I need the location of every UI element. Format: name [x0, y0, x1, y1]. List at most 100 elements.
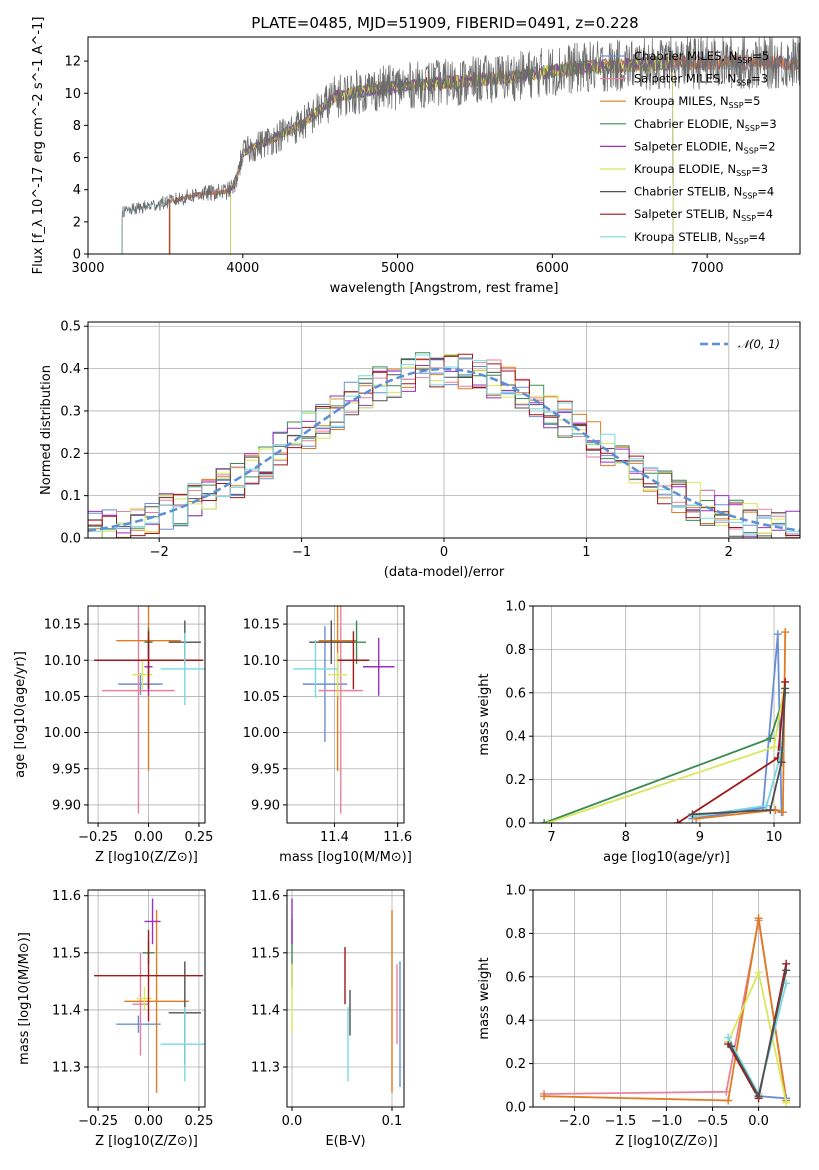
legend-entry: Kroupa STELIB, NSSP=4: [634, 230, 765, 246]
x-tick-label: 0.00: [134, 830, 163, 845]
y-tick-label: 4: [73, 183, 81, 198]
x-tick-label: 0.0: [748, 1114, 769, 1129]
mass-weight-marker: [724, 1033, 733, 1042]
mass-weight-marker: [754, 914, 763, 923]
observed-spectrum-line: [121, 37, 800, 254]
age-vs-metallicity-panel: [84, 605, 206, 827]
mass-weight-marker: [782, 966, 791, 975]
figure-title: PLATE=0485, MJD=51909, FIBERID=0491, z=0…: [251, 14, 638, 32]
legend-entry: Chabrier MILES, NSSP=5: [634, 49, 769, 65]
mass-weight-line: [547, 681, 787, 823]
y-axis-label: mass weight: [477, 673, 492, 755]
y-tick-label: 0.6: [505, 686, 526, 701]
y-tick-label: 0.2: [505, 1057, 526, 1072]
x-tick-label: 9: [696, 830, 704, 845]
mass-vs-metallicity-panel-plot-area: [88, 890, 205, 1107]
mass-weight-line: [692, 634, 783, 820]
x-tick-label: 0: [440, 545, 448, 560]
legend-entry: Kroupa MILES, NSSP=5: [634, 94, 760, 110]
y-tick-label: 0.0: [505, 1101, 526, 1116]
x-axis-label: (data-model)/error: [384, 565, 505, 580]
x-tick-label: −1.0: [651, 1114, 683, 1129]
y-tick-label: 0: [73, 248, 81, 263]
y-axis-label: mass weight: [477, 957, 492, 1039]
y-tick-label: 11.6: [52, 889, 81, 904]
x-axis-label: Z [log10(Z/Z⊙)]: [615, 1134, 718, 1149]
y-axis-label: age [log10(age/yr)]: [13, 651, 28, 778]
legend-entry: Salpeter ELODIE, NSSP=2: [634, 139, 776, 155]
mass-weight-marker: [540, 1092, 549, 1101]
x-tick-label: 0.1: [382, 1114, 403, 1129]
y-tick-label: 10.05: [44, 690, 81, 705]
y-tick-label: 0.4: [60, 362, 81, 377]
x-tick-label: 1: [582, 545, 590, 560]
y-tick-label: 0.0: [60, 532, 81, 547]
y-tick-label: 0.0: [505, 817, 526, 832]
mass-vs-metallicity-panel-frame: [87, 889, 206, 1108]
x-tick-label: 0.00: [134, 1114, 163, 1129]
normal-distribution-curve: [88, 367, 800, 532]
mass-weight-vs-age-panel-plot-area: [533, 606, 800, 823]
x-axis-label: mass [log10(M/M⊙)]: [279, 850, 412, 865]
x-tick-label: −1.5: [605, 1114, 637, 1129]
y-tick-label: 0.2: [60, 447, 81, 462]
y-tick-label: 0.6: [505, 970, 526, 985]
mass-weight-marker: [754, 1092, 763, 1101]
mass-weight-marker: [724, 1096, 733, 1105]
x-tick-label: 0.0: [282, 1114, 303, 1129]
y-tick-label: 10.15: [243, 618, 280, 633]
x-axis-label: Z [log10(Z/Z⊙)]: [95, 1134, 198, 1149]
y-tick-label: 0.4: [505, 730, 526, 745]
y-axis-label: mass [log10(M/M⊙)]: [17, 932, 32, 1065]
x-tick-label: 11.6: [383, 830, 412, 845]
x-axis-label: Z [log10(Z/Z⊙)]: [95, 850, 198, 865]
y-tick-label: 0.2: [505, 773, 526, 788]
y-axis-label: Flux [f_λ 10^-17 erg cm^-2 s^-1 A^-1]: [31, 17, 46, 275]
y-tick-label: 6: [73, 151, 81, 166]
y-axis-label: Normed distribution: [39, 365, 54, 495]
y-tick-label: 0.4: [505, 1014, 526, 1029]
mass-weight-marker: [726, 1042, 735, 1051]
y-tick-label: 10: [64, 87, 81, 102]
y-tick-label: 9.90: [52, 798, 81, 813]
age-vs-metallicity-panel-plot-area: [88, 606, 205, 823]
mass-weight-vs-metallicity-panel: [529, 889, 801, 1111]
mass-weight-line: [543, 918, 788, 1102]
y-tick-label: 9.90: [251, 798, 280, 813]
mass-weight-marker: [773, 630, 782, 639]
mass-weight-marker: [770, 743, 779, 752]
mass-vs-ebv-panel: [283, 889, 405, 1111]
mass-weight-marker: [766, 734, 775, 743]
y-tick-label: 9.95: [52, 762, 81, 777]
residual-panel: [84, 321, 801, 542]
x-axis-label: E(B-V): [325, 1134, 365, 1149]
x-tick-label: −0.25: [78, 1114, 118, 1129]
mass-vs-ebv-panel-plot-area: [287, 890, 404, 1107]
x-tick-label: 7000: [691, 261, 724, 276]
mass-weight-vs-age-panel: [529, 605, 801, 827]
x-tick-label: 11.4: [320, 830, 349, 845]
residual-panel-plot-area: [88, 322, 800, 538]
y-tick-label: 1.0: [505, 884, 526, 899]
y-tick-label: 11.4: [251, 1003, 280, 1018]
x-tick-label: 6000: [536, 261, 569, 276]
y-tick-label: 0.1: [60, 489, 81, 504]
mass-weight-marker: [754, 968, 763, 977]
mass-vs-metallicity-panel: [84, 889, 206, 1111]
mass-weight-line: [696, 631, 787, 820]
x-tick-label: 0.25: [184, 830, 213, 845]
y-tick-label: 2: [73, 215, 81, 230]
y-tick-label: 0.8: [505, 643, 526, 658]
y-tick-label: 11.6: [251, 889, 280, 904]
mass-weight-marker: [781, 684, 790, 693]
mass-weight-marker: [688, 810, 697, 819]
x-tick-label: 7: [547, 830, 555, 845]
mass-weight-marker: [766, 805, 775, 814]
mass-weight-line: [543, 920, 788, 1099]
mass-weight-line: [543, 692, 787, 823]
mass-weight-marker: [781, 628, 790, 637]
y-tick-label: 9.95: [251, 762, 280, 777]
age-vs-mass-panel-frame: [286, 605, 405, 824]
y-tick-label: 10.10: [44, 654, 81, 669]
